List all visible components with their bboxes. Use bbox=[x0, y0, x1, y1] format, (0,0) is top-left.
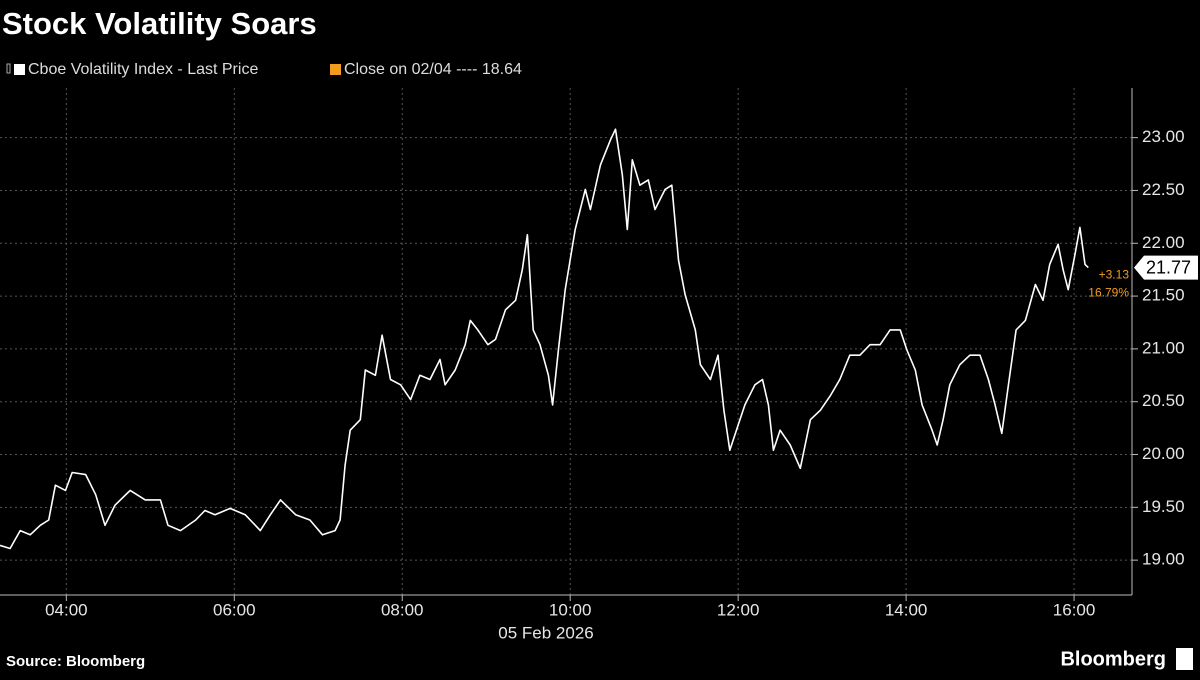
legend-swatch bbox=[14, 64, 25, 75]
x-tick-label: 08:00 bbox=[381, 600, 424, 619]
y-tick-label: 20.50 bbox=[1142, 391, 1185, 410]
x-tick-label: 04:00 bbox=[45, 600, 88, 619]
y-tick-label: 22.50 bbox=[1142, 180, 1185, 199]
legend-label: Close on 02/04 ---- 18.64 bbox=[344, 61, 522, 78]
legend-icon bbox=[6, 63, 11, 74]
legend-label: Cboe Volatility Index - Last Price bbox=[28, 61, 258, 78]
chart-title: Stock Volatility Soars bbox=[2, 6, 317, 41]
x-tick-label: 14:00 bbox=[885, 600, 928, 619]
legend-swatch bbox=[330, 64, 341, 75]
y-tick-label: 21.00 bbox=[1142, 338, 1185, 357]
x-axis-label: 05 Feb 2026 bbox=[498, 623, 593, 642]
x-tick-label: 12:00 bbox=[717, 600, 760, 619]
source: Source: Bloomberg bbox=[6, 653, 145, 670]
change-label: +3.13 bbox=[1099, 268, 1130, 282]
y-tick-label: 20.00 bbox=[1142, 444, 1185, 463]
legend-name: Close on 02/04 ---- bbox=[344, 61, 477, 78]
y-tick-label: 23.00 bbox=[1142, 127, 1185, 146]
legend-name: Cboe Volatility Index - Last Price bbox=[28, 61, 258, 78]
x-tick-label: 10:00 bbox=[549, 600, 592, 619]
legend-value: 18.64 bbox=[482, 61, 522, 78]
y-tick-label: 22.00 bbox=[1142, 233, 1185, 252]
y-tick-label: 19.00 bbox=[1142, 550, 1185, 569]
last-value-box bbox=[1134, 255, 1198, 280]
x-tick-label: 06:00 bbox=[213, 600, 256, 619]
x-tick-label: 16:00 bbox=[1053, 600, 1096, 619]
y-tick-label: 19.50 bbox=[1142, 497, 1185, 516]
brand-icon bbox=[1176, 648, 1193, 670]
series-line bbox=[0, 128, 1089, 550]
last-value-label: 21.77 bbox=[1146, 257, 1191, 277]
change-pct-label: 16.79% bbox=[1088, 286, 1129, 300]
y-tick-label: 21.50 bbox=[1142, 286, 1185, 305]
brand: Bloomberg bbox=[1060, 648, 1166, 670]
